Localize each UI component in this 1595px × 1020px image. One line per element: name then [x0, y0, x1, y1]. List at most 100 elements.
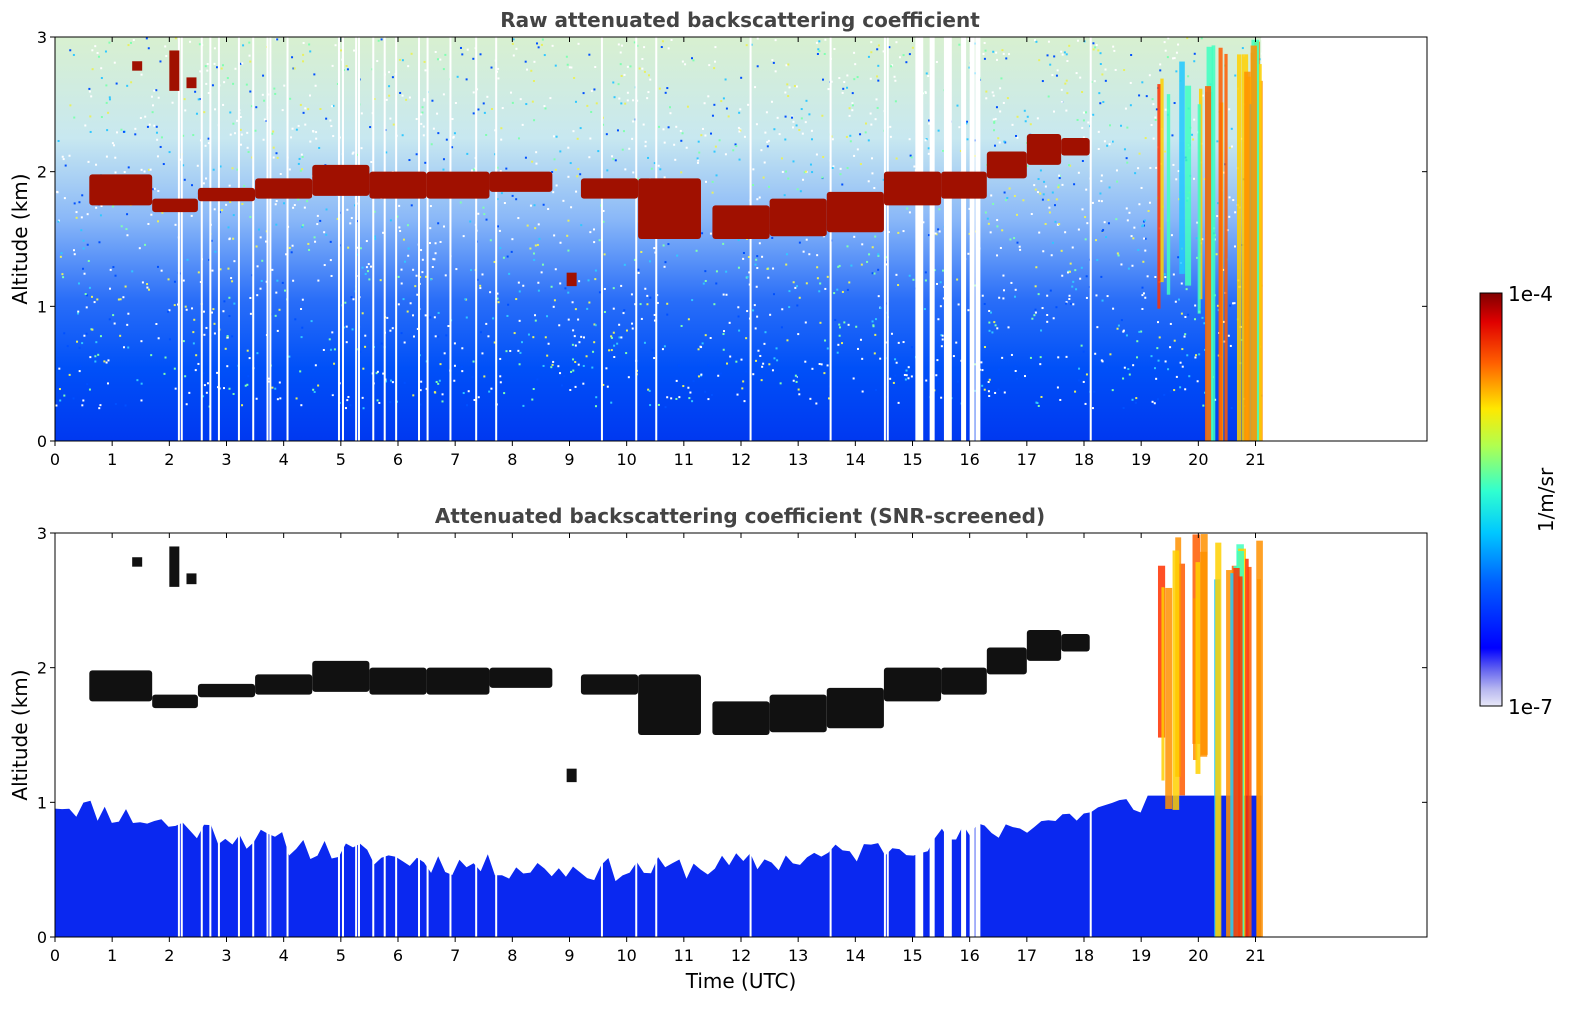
noise-speckle	[1080, 344, 1083, 347]
noise-speckle	[1173, 57, 1176, 60]
noise-speckle	[864, 131, 867, 134]
noise-speckle	[106, 382, 109, 385]
noise-speckle	[503, 392, 506, 395]
noise-speckle	[485, 133, 488, 136]
noise-speckle	[664, 91, 667, 94]
noise-speckle	[1216, 140, 1219, 143]
noise-speckle	[874, 333, 877, 336]
noise-speckle	[667, 243, 670, 246]
noise-speckle	[1167, 37, 1170, 40]
noise-speckle	[529, 204, 532, 207]
noise-speckle	[419, 403, 422, 406]
noise-speckle	[1123, 69, 1126, 72]
noise-speckle	[248, 357, 251, 360]
noise-speckle	[993, 129, 996, 132]
noise-speckle	[1145, 95, 1148, 98]
noise-speckle	[823, 372, 826, 375]
noise-speckle	[1095, 239, 1098, 242]
noise-speckle	[595, 102, 598, 105]
noise-speckle	[993, 144, 996, 147]
noise-speckle	[1177, 43, 1180, 46]
noise-speckle	[1037, 293, 1040, 296]
noise-speckle	[389, 219, 392, 222]
noise-speckle	[1093, 390, 1096, 393]
noise-speckle	[1132, 364, 1135, 367]
noise-speckle	[649, 296, 652, 299]
noise-speckle	[659, 168, 662, 171]
precipitation-streak	[1195, 562, 1201, 774]
noise-speckle	[1081, 208, 1084, 211]
noise-speckle	[399, 91, 402, 94]
noise-speckle	[988, 321, 991, 324]
noise-speckle	[239, 128, 242, 131]
noise-speckle	[1001, 229, 1004, 232]
noise-speckle	[295, 397, 298, 400]
noise-speckle	[804, 121, 807, 124]
noise-speckle	[756, 255, 759, 258]
data-gap	[395, 37, 398, 441]
noise-speckle	[661, 348, 664, 351]
noise-speckle	[755, 123, 758, 126]
noise-speckle	[185, 403, 188, 406]
noise-speckle	[82, 239, 85, 242]
noise-speckle	[313, 236, 316, 239]
noise-speckle	[108, 98, 111, 101]
noise-speckle	[1201, 316, 1204, 319]
noise-speckle	[88, 90, 91, 93]
noise-speckle	[477, 108, 480, 111]
noise-speckle	[937, 228, 940, 231]
noise-speckle	[1036, 117, 1039, 120]
noise-speckle	[451, 118, 454, 121]
noise-speckle	[999, 110, 1002, 113]
noise-speckle	[293, 67, 296, 70]
noise-speckle	[1086, 222, 1089, 225]
noise-speckle	[559, 282, 562, 285]
noise-speckle	[577, 168, 580, 171]
noise-speckle	[934, 232, 937, 235]
noise-speckle	[544, 336, 547, 339]
noise-speckle	[594, 269, 597, 272]
noise-speckle	[343, 69, 346, 72]
noise-speckle	[76, 340, 79, 343]
noise-speckle	[988, 378, 991, 381]
x-tick-label: 7	[450, 450, 460, 469]
noise-speckle	[319, 108, 322, 111]
noise-speckle	[984, 49, 987, 52]
noise-speckle	[1065, 53, 1068, 56]
noise-speckle	[412, 268, 415, 271]
noise-speckle	[758, 242, 761, 245]
noise-speckle	[1105, 236, 1108, 239]
noise-speckle	[331, 394, 334, 397]
noise-speckle	[1150, 124, 1153, 127]
noise-speckle	[126, 84, 129, 87]
noise-speckle	[567, 146, 570, 149]
data-gap	[383, 37, 386, 441]
noise-speckle	[359, 350, 362, 353]
noise-speckle	[206, 382, 209, 385]
noise-speckle	[78, 346, 81, 349]
noise-speckle	[73, 116, 76, 119]
noise-speckle	[995, 58, 998, 61]
noise-speckle	[927, 152, 930, 155]
noise-speckle	[322, 348, 325, 351]
noise-speckle	[409, 302, 412, 305]
noise-speckle	[506, 314, 509, 317]
noise-speckle	[578, 280, 581, 283]
noise-speckle	[1076, 118, 1079, 121]
noise-speckle	[801, 132, 804, 135]
data-gap	[961, 37, 967, 441]
noise-speckle	[291, 127, 294, 130]
noise-speckle	[780, 157, 783, 160]
noise-speckle	[479, 284, 482, 287]
noise-speckle	[723, 330, 726, 333]
noise-speckle	[798, 393, 801, 396]
noise-speckle	[293, 204, 296, 207]
noise-speckle	[1058, 223, 1061, 226]
noise-speckle	[746, 310, 749, 313]
data-gap	[357, 37, 360, 441]
noise-speckle	[386, 316, 389, 319]
noise-speckle	[109, 287, 112, 290]
noise-speckle	[268, 377, 271, 380]
noise-speckle	[362, 367, 365, 370]
noise-speckle	[824, 287, 827, 290]
